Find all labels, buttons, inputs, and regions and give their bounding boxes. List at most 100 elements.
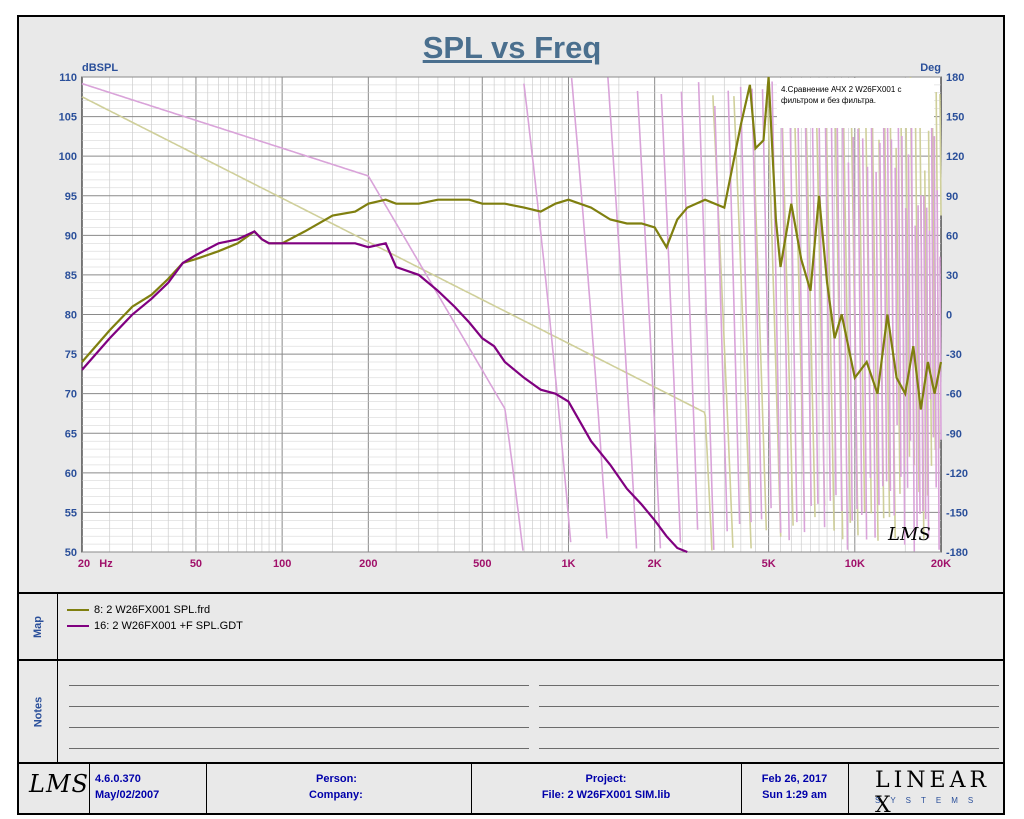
phase-trace-frd <box>871 108 879 541</box>
legend-item[interactable]: 8: 2 W26FX001 SPL.frd <box>67 604 210 616</box>
x-tick-label: 10K <box>845 558 865 570</box>
phase-trace-frd <box>733 96 752 549</box>
axes: 50 55 60 65 70 75 80 85 90 95 100 105 110 -180 -150 -12… <box>59 62 968 570</box>
time-text: Sun 1:29 am <box>762 789 827 801</box>
y-right-tick-label: -30 <box>946 349 962 361</box>
phase-trace-gdt <box>847 162 853 521</box>
version-text: 4.6.0.370 <box>95 773 141 785</box>
phase-trace-gdt <box>879 142 884 487</box>
x-tick-label: 20K <box>931 558 951 570</box>
phase-trace-gdt <box>660 94 682 543</box>
footer-bar: LMS 4.6.0.370 May/02/2007 Person: Compan… <box>17 762 1005 818</box>
legend-text: 16: 2 W26FX001 +F SPL.GDT <box>94 620 243 632</box>
y-axis-label: dBSPL <box>82 62 118 74</box>
lms-logo: LMS <box>29 770 89 798</box>
phase-trace-frd <box>81 96 713 551</box>
footer-person-cell: Person: Company: <box>206 764 472 813</box>
person-label: Person: <box>316 773 357 785</box>
x-unit-label: Hz <box>99 558 113 570</box>
y-right-tick-label: -180 <box>946 547 968 559</box>
phase-trace-gdt <box>933 136 938 488</box>
y-right-tick-label: 180 <box>946 72 964 84</box>
phase-trace-gdt <box>886 126 892 492</box>
phase-trace-frd <box>914 88 920 493</box>
y-tick-label: 90 <box>65 230 77 242</box>
phase-trace-gdt <box>830 102 837 496</box>
note-line[interactable] <box>539 706 999 707</box>
phase-trace-gdt <box>882 127 888 482</box>
y-tick-label: 60 <box>65 468 77 480</box>
map-label-box: Map <box>19 594 58 659</box>
notes-label-box: Notes <box>19 661 58 762</box>
note-line[interactable] <box>69 727 529 728</box>
legend-swatch <box>67 625 89 627</box>
phase-trace-gdt <box>780 109 790 541</box>
y-right-tick-label: 150 <box>946 112 964 124</box>
note-line[interactable] <box>69 748 529 749</box>
x-tick-label: 500 <box>473 558 491 570</box>
spl-series <box>81 76 943 554</box>
phase-trace-gdt <box>739 86 752 523</box>
phase-trace-gdt <box>680 91 699 530</box>
note-line[interactable] <box>539 748 999 749</box>
phase-trace-gdt <box>861 138 868 540</box>
linearx-logo: LINEAR X SYSTEMS <box>869 768 1019 818</box>
linearx-systems: SYSTEMS <box>875 796 984 805</box>
date-text: Feb 26, 2017 <box>761 773 828 785</box>
phase-trace-gdt <box>852 136 858 510</box>
chart-annotation: 4.Сравнение АЧХ 2 W26FX001 с фильтром и … <box>777 78 934 128</box>
phase-traces <box>81 76 942 552</box>
y-tick-label: 65 <box>65 428 77 440</box>
footer-version-cell: 4.6.0.370 May/02/2007 <box>89 764 207 813</box>
y-tick-label: 50 <box>65 547 77 559</box>
company-label: Company: <box>309 789 363 801</box>
phase-trace-gdt <box>761 89 772 509</box>
project-label: Project: <box>585 773 627 785</box>
phase-trace-gdt <box>923 195 927 520</box>
note-line[interactable] <box>69 685 529 686</box>
phase-trace-gdt <box>523 83 572 543</box>
legend-swatch <box>67 609 89 611</box>
y-right-tick-label: -150 <box>946 507 968 519</box>
phase-trace-gdt <box>751 88 763 520</box>
phase-trace-gdt <box>714 105 728 532</box>
phase-trace-gdt <box>804 119 812 506</box>
x-tick-label: 200 <box>359 558 377 570</box>
legend-item[interactable]: 16: 2 W26FX001 +F SPL.GDT <box>67 620 243 632</box>
phase-trace-gdt <box>939 256 942 440</box>
phase-trace-frd <box>842 120 852 523</box>
footer-project-cell: Project: File: 2 W26FX001 SIM.lib <box>471 764 742 813</box>
phase-trace-gdt <box>907 154 912 441</box>
chart-title: SPL vs Freq <box>422 30 602 65</box>
y-tick-label: 105 <box>59 112 77 124</box>
phase-trace-gdt <box>897 80 902 477</box>
notes-label: Notes <box>32 696 44 727</box>
phase-trace-gdt <box>917 205 921 515</box>
phase-trace-frd <box>939 93 942 216</box>
footer-date-cell: Feb 26, 2017 Sun 1:29 am <box>741 764 849 813</box>
y-tick-label: 100 <box>59 151 77 163</box>
y-right-tick-label: -90 <box>946 428 962 440</box>
linearx-wordmark: LINEAR X <box>875 768 991 818</box>
y-right-tick-label: 60 <box>946 230 958 242</box>
file-label: File: 2 W26FX001 SIM.lib <box>541 789 671 801</box>
note-line[interactable] <box>539 727 999 728</box>
phase-trace-gdt <box>920 195 924 512</box>
note-line[interactable] <box>69 706 529 707</box>
phase-trace-gdt <box>890 139 895 516</box>
x-tick-label: 2K <box>648 558 662 570</box>
phase-trace-frd <box>924 170 929 496</box>
phase-trace-frd <box>766 85 782 537</box>
phase-trace-gdt <box>936 190 940 550</box>
note-line[interactable] <box>539 685 999 686</box>
version-date: May/02/2007 <box>95 789 160 801</box>
phase-trace-gdt <box>930 93 935 438</box>
y-tick-label: 85 <box>65 270 77 282</box>
map-label: Map <box>32 615 44 638</box>
phase-trace-gdt <box>910 110 916 552</box>
x-tick-label: 1K <box>561 558 575 570</box>
x-tick-label: 100 <box>273 558 291 570</box>
phase-trace-frd <box>858 123 866 513</box>
plot-lms-logo: LMS <box>888 524 931 545</box>
x-tick-label: 5K <box>762 558 776 570</box>
